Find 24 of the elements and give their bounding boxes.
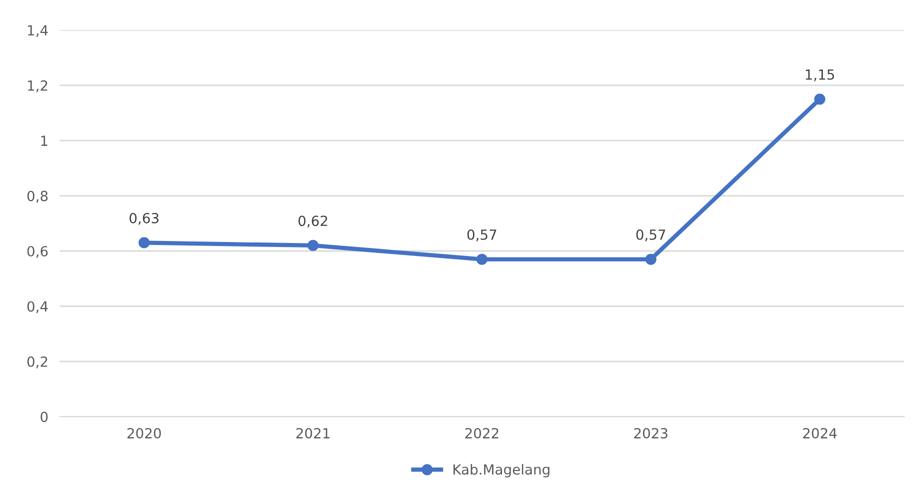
y-tick-label: 0,4 xyxy=(27,301,48,314)
x-tick-label: 2024 xyxy=(803,428,837,439)
data-label: 0,62 xyxy=(298,216,328,228)
y-tick-label: 1,4 xyxy=(28,25,48,38)
point xyxy=(645,254,656,265)
data-label: 1,15 xyxy=(806,69,834,82)
data-label: 0,57 xyxy=(636,229,666,242)
y-tick-label: 1 xyxy=(41,136,48,146)
y-tick-label: 1,2 xyxy=(28,80,48,92)
y-tick-label: 0 xyxy=(40,412,48,422)
y-tick-label: 0,8 xyxy=(27,190,48,203)
x-tick-label: 2020 xyxy=(127,428,161,439)
x-tick-label: 2023 xyxy=(634,428,668,439)
x-tick-label: 2022 xyxy=(465,428,498,439)
legend-label: Kab.Magelang xyxy=(454,464,550,478)
point xyxy=(814,94,826,105)
point xyxy=(476,254,488,265)
point xyxy=(307,240,319,252)
data-label: 0,63 xyxy=(130,212,158,225)
data-label: 0,57 xyxy=(467,229,496,242)
point xyxy=(138,237,150,248)
y-tick-label: 0,2 xyxy=(27,356,48,368)
x-tick-label: 2021 xyxy=(296,428,330,439)
y-tick-label: 0,6 xyxy=(27,246,48,258)
